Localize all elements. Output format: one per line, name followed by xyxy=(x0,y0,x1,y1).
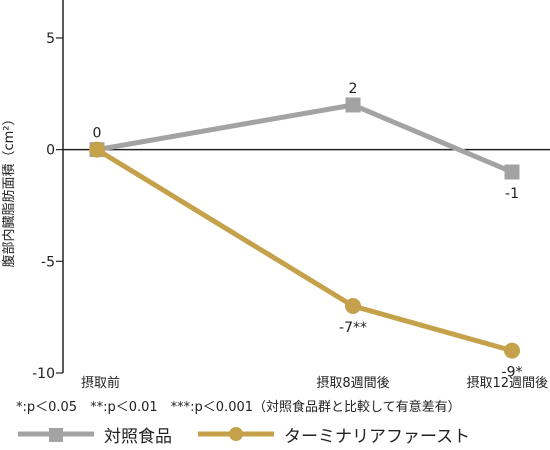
data-point-circle xyxy=(504,342,520,359)
legend-label-control: 対照食品 xyxy=(104,426,172,447)
y-tick-label: -10 xyxy=(32,366,55,382)
data-point-circle xyxy=(89,141,105,158)
x-category-label: 摂取前 xyxy=(81,375,120,391)
y-axis-label: 腹部内臓脂肪面積（cm²） xyxy=(1,112,17,267)
data-labels: 0 2 -1 -7** -9* xyxy=(93,81,523,381)
series-line-0 xyxy=(96,102,513,175)
x-category-label: 摂取8週間後 xyxy=(316,375,389,391)
legend-label-terminalia: ターミナリアファースト xyxy=(284,426,471,447)
data-label: -7** xyxy=(339,320,367,336)
chart-axes xyxy=(62,0,550,373)
y-tick-label: -5 xyxy=(41,254,55,270)
data-point-circle xyxy=(345,297,361,314)
y-axis-ticks: 5 0 -5 -10 xyxy=(32,31,63,382)
data-label: -9* xyxy=(502,365,523,381)
legend-item-control: 対照食品 xyxy=(16,422,172,447)
legend-square-marker-icon xyxy=(18,428,94,442)
legend: 対照食品 ターミナリアファースト xyxy=(16,420,494,448)
line-chart: 50-5-10 腹部内臓脂肪面積（cm²） 摂取前 摂取8週間後 摂取12週間後 0… xyxy=(1,0,550,391)
significance-footnote: *:p＜0.05 **:p＜0.01 ***:p＜0.001（対照食品群と比較し… xyxy=(16,400,461,415)
data-label: -1 xyxy=(505,186,519,202)
data-point-square xyxy=(345,97,361,113)
legend-item-terminalia: ターミナリアファースト xyxy=(196,422,470,447)
x-category-label: 摂取12週間後 xyxy=(466,375,548,391)
legend-circle-marker-icon xyxy=(198,427,274,441)
y-tick-label: 5 xyxy=(46,31,55,47)
data-label: 0 xyxy=(93,126,102,142)
chart-series xyxy=(89,97,520,359)
x-axis-categories: 摂取前 摂取8週間後 摂取12週間後 xyxy=(81,375,548,391)
data-label: 2 xyxy=(349,81,358,97)
y-tick-label: 0 xyxy=(46,143,55,159)
series-line-1 xyxy=(95,147,513,354)
data-point-square xyxy=(504,164,520,180)
